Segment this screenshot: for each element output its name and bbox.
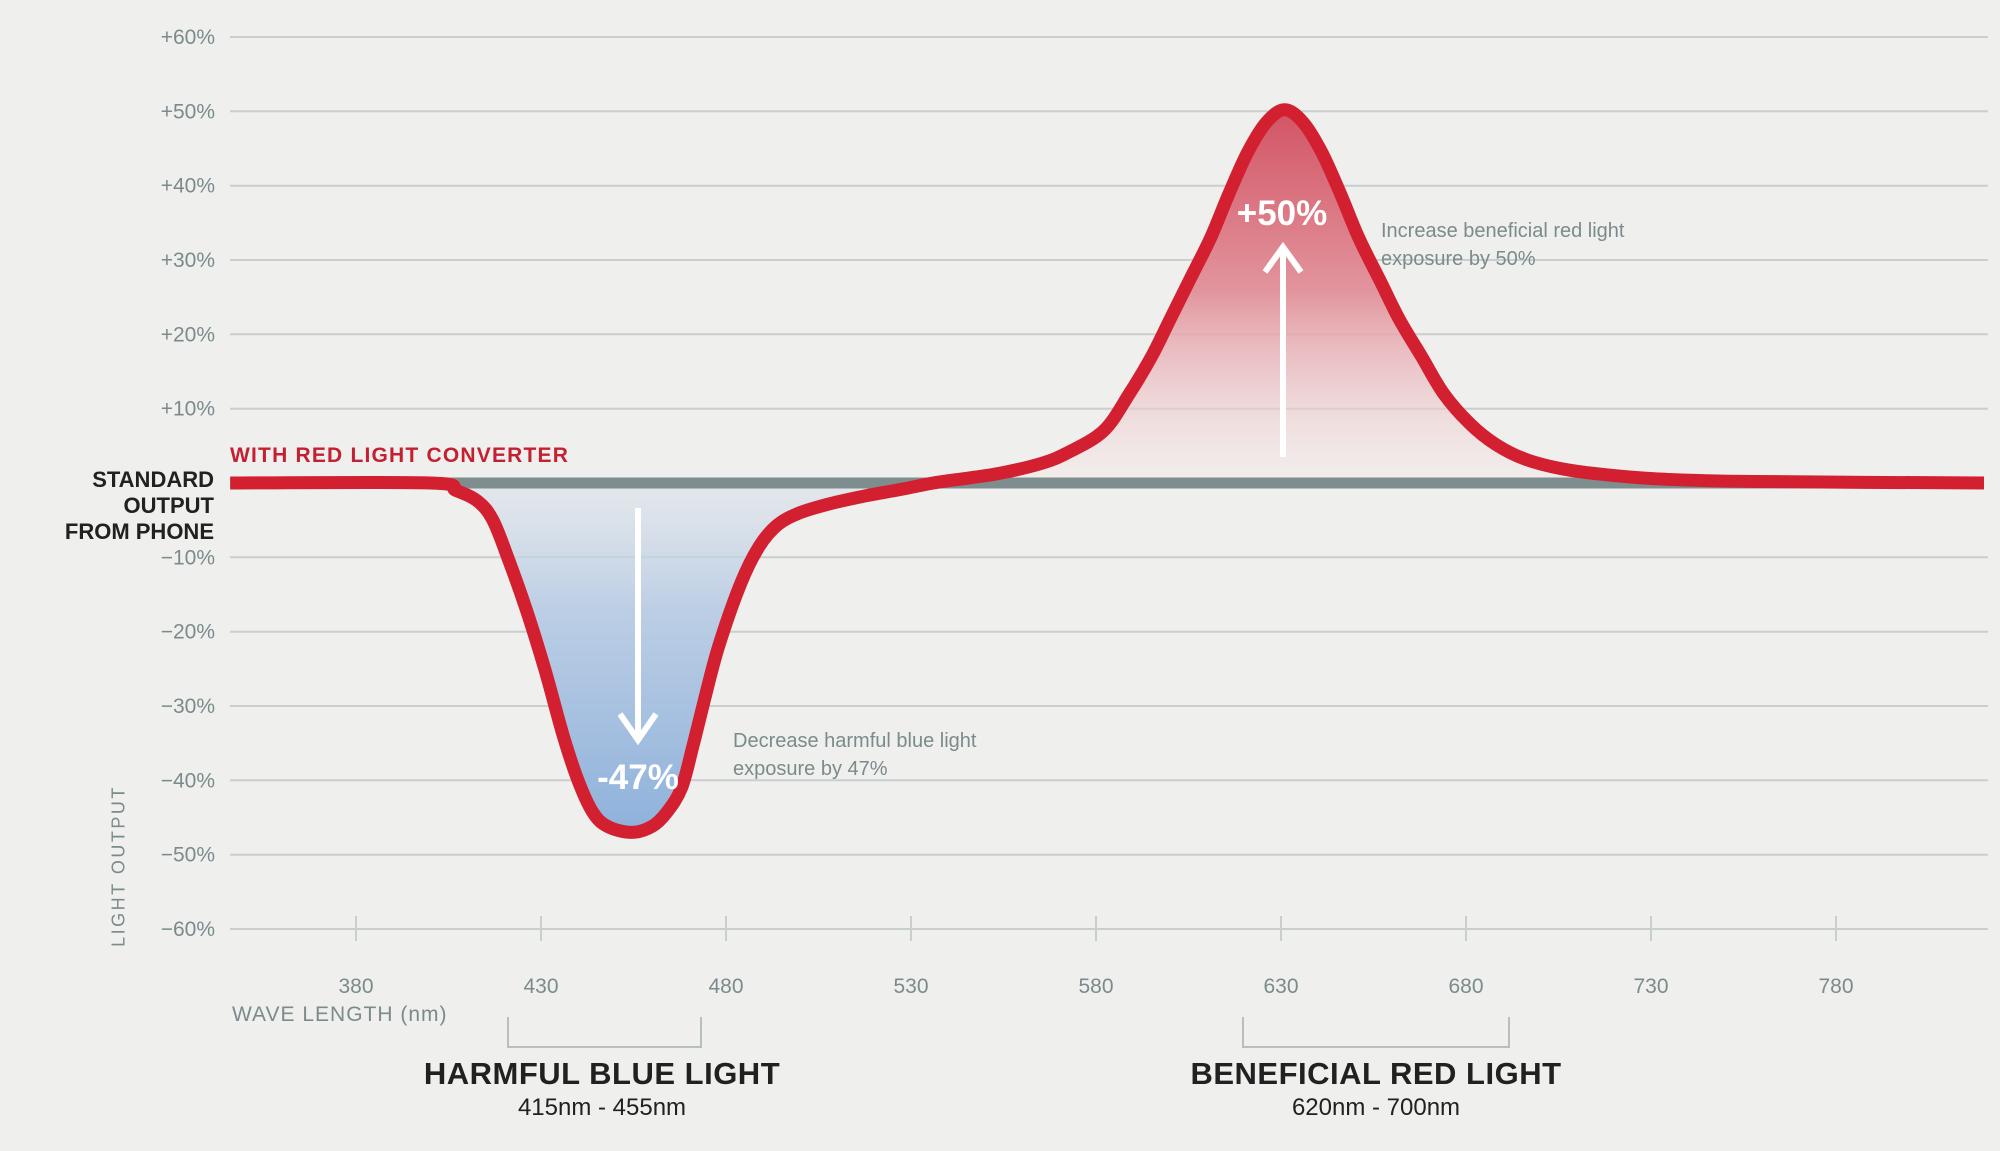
y-tick-label: +40% [161,175,215,198]
peak-annotation-line1: Increase beneficial red light [1381,220,1625,242]
beneficial-red-light-range: 620nm - 700nm [1291,1094,1461,1121]
y-tick-label: −20% [161,621,215,644]
x-tick-label: 630 [1263,975,1298,998]
x-tick-label: 480 [708,975,743,998]
blue-range-bracket [507,1017,702,1048]
peak-annotation-line2: exposure by 50% [1381,248,1536,270]
arrow-up-icon [1262,241,1304,457]
harmful-blue-light-range: 415nm - 455nm [517,1094,687,1121]
y-tick-label: +50% [161,100,215,123]
dip-value-label: -47% [597,758,679,797]
y-tick-label: +20% [161,323,215,346]
y-tick-label: −60% [161,918,215,941]
red-series-label: WITH RED LIGHT CONVERTER [230,444,570,467]
x-tick-label: 780 [1818,975,1853,998]
y-tick-label: −30% [161,695,215,718]
x-tick-label: 530 [893,975,928,998]
dip-annotation-line1: Decrease harmful blue light [733,730,977,752]
y-tick-label: −40% [161,769,215,792]
dip-annotation: Decrease harmful blue light exposure by … [733,727,976,783]
y-tick-label: +10% [161,398,215,421]
y-tick-label: −50% [161,844,215,867]
arrow-down-icon [617,508,659,746]
x-tick-label: 430 [523,975,558,998]
peak-value-label: +50% [1236,194,1328,233]
y-tick-label: +30% [161,249,215,272]
beneficial-red-light-title: BENEFICIAL RED LIGHT [1190,1056,1562,1091]
y-tick-label: −10% [161,546,215,569]
y-axis-title: LIGHT OUTPUT [108,785,129,947]
red-range-bracket [1242,1017,1510,1048]
blue-dip-fill [430,483,934,833]
y-tick-label: +60% [161,26,215,49]
x-tick-label: 680 [1448,975,1483,998]
converter-curve [230,103,1985,839]
baseline-label-line1: STANDARD OUTPUT [92,467,214,518]
x-axis-title: WAVE LENGTH (nm) [232,1003,448,1026]
baseline-label: STANDARD OUTPUT FROM PHONE [0,467,214,545]
x-tick-label: 580 [1078,975,1113,998]
baseline-label-line2: FROM PHONE [64,519,214,544]
chart-plot-area: +60% +50% +40% +30% +20% +10% −10% −20% −30% −40%… [161,26,1988,998]
x-tick-label: 380 [338,975,373,998]
x-tick-label: 730 [1633,975,1668,998]
peak-annotation: Increase beneficial red light exposure b… [1381,217,1624,273]
harmful-blue-light-title: HARMFUL BLUE LIGHT [423,1056,781,1091]
red-peak-fill [933,109,1985,484]
dip-annotation-line2: exposure by 47% [733,758,888,780]
